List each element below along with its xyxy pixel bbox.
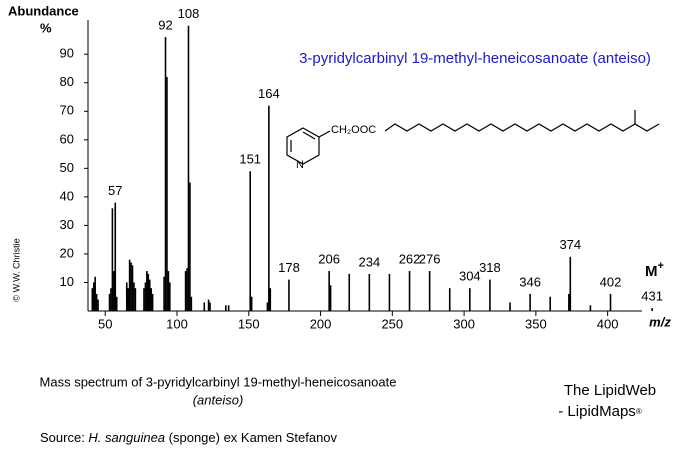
x-tick-label: 100	[166, 316, 188, 331]
peak-label: 92	[158, 18, 172, 33]
y-tick-label: 60	[60, 131, 74, 146]
y-tick-label: 30	[60, 217, 74, 232]
peak-label: 374	[559, 237, 581, 252]
x-tick-label: 50	[98, 316, 112, 331]
x-axis-label: m/z	[649, 314, 671, 329]
source-rest: (sponge) ex Kamen Stefanov	[165, 430, 337, 445]
peak-label: 178	[278, 260, 300, 275]
x-tick-label: 400	[597, 316, 619, 331]
y-axis-unit: %	[40, 20, 52, 35]
copyright: © W.W. Christie	[11, 238, 21, 301]
peak-label: 108	[178, 6, 200, 21]
x-tick-label: 200	[310, 316, 332, 331]
caption-source: Source: H. sanguinea (sponge) ex Kamen S…	[40, 430, 338, 445]
x-tick-label: 350	[525, 316, 547, 331]
structure-group: CH₂OOC	[331, 124, 376, 136]
molecular-ion-m: M	[645, 263, 658, 280]
x-tick-label: 300	[453, 316, 475, 331]
peak-label: 57	[108, 183, 122, 198]
molecular-ion-sup: +	[658, 260, 664, 272]
branding-line1: The LipidWeb	[564, 382, 656, 399]
bond	[302, 131, 316, 140]
peak-label: 346	[519, 274, 541, 289]
y-tick-label: 10	[60, 274, 74, 289]
peak-label: 431	[641, 289, 663, 304]
structure-atom: N	[296, 159, 304, 171]
y-tick-label: 90	[60, 46, 74, 61]
peak-label: 164	[258, 86, 280, 101]
structure: CH₂OOC N	[286, 110, 660, 171]
bond	[318, 130, 331, 138]
x-tick-label: 150	[238, 316, 260, 331]
y-tick-label: 70	[60, 103, 74, 118]
peak-label: 262	[399, 251, 421, 266]
branding-line2: - LipidMaps®	[558, 403, 642, 420]
chart-title: 3-pyridylcarbinyl 19-methyl-heneicosanoa…	[299, 50, 651, 67]
caption-line1: Mass spectrum of 3-pyridylcarbinyl 19-me…	[40, 374, 397, 389]
peak-label: 304	[459, 269, 481, 284]
y-tick-label: 80	[60, 74, 74, 89]
x-tick-label: 250	[381, 316, 403, 331]
branding-mark: ®	[636, 407, 642, 416]
alkyl-chain	[384, 123, 660, 132]
molecular-ion: M+	[645, 260, 664, 280]
source-prefix: Source:	[40, 430, 88, 445]
peak-label: 234	[358, 254, 380, 269]
peak-label: 318	[479, 260, 501, 275]
peak-label: 151	[239, 152, 261, 167]
source-species: H. sanguinea	[88, 430, 165, 445]
peak-label: 402	[600, 274, 622, 289]
peak-label: 276	[419, 251, 441, 266]
y-tick-label: 50	[60, 160, 74, 175]
y-tick-label: 40	[60, 188, 74, 203]
y-axis-label: Abundance	[8, 3, 79, 18]
peak-label: 206	[318, 251, 340, 266]
caption-line2: (anteiso)	[193, 392, 244, 407]
branding-text: - LipidMaps	[558, 403, 636, 420]
y-tick-label: 20	[60, 245, 74, 260]
